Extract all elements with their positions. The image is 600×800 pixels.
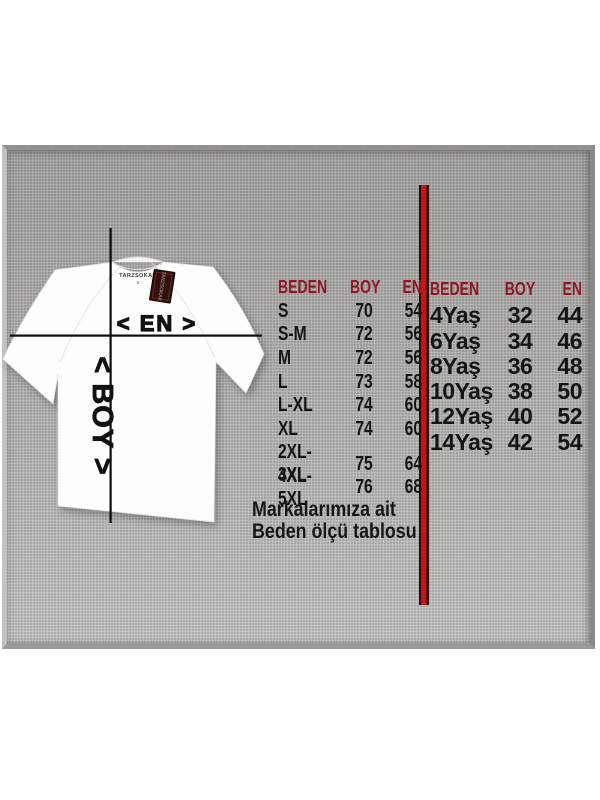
table-divider-line xyxy=(419,185,429,605)
tshirt-diagram: TARZSOKAK S TARZSOKAK < EN > < BOY > xyxy=(2,228,265,523)
table-row: L 73 58 xyxy=(278,370,422,394)
size-cell: 6Yaş xyxy=(430,327,481,354)
adult-size-table: BEDEN BOY EN S 70 54 S-M 72 56 M 72 56 L… xyxy=(278,276,422,510)
boy-cell: 72 xyxy=(355,323,373,346)
en-cell: 54 xyxy=(557,428,582,455)
hang-tag-text: TARZSOKAK xyxy=(156,271,167,302)
raglan-seam-left xyxy=(59,266,121,363)
en-cell: 56 xyxy=(404,347,422,370)
size-cell: M xyxy=(278,347,292,370)
boy-cell: 76 xyxy=(355,476,373,499)
kids-header-boy: BOY xyxy=(504,279,536,300)
table-row: S-M 72 56 xyxy=(278,323,422,347)
caption-line-2: Beden ölçü tablosu xyxy=(252,519,417,543)
size-cell: 4XL-5XL xyxy=(278,464,312,510)
en-cell: 56 xyxy=(404,323,422,346)
boy-cell: 73 xyxy=(355,370,373,393)
size-cell: 4Yaş xyxy=(430,302,481,329)
gray-board-background xyxy=(2,145,595,649)
kids-header-en: EN xyxy=(562,279,582,300)
boy-cell: 75 xyxy=(355,452,373,475)
kids-size-table: BEDEN BOY EN 4Yaş 32 44 6Yaş 34 46 8Yaş … xyxy=(430,277,583,455)
adult-header-en: EN xyxy=(402,277,422,298)
hang-tag: TARZSOKAK xyxy=(149,263,176,304)
collar-back-arc xyxy=(112,256,164,263)
en-cell: 64 xyxy=(404,452,422,475)
table-row: 4XL-5XL 76 68 xyxy=(278,465,422,510)
en-cell: 54 xyxy=(404,299,422,322)
boy-cell: 38 xyxy=(507,378,533,405)
en-cell: 48 xyxy=(557,352,582,379)
en-cell: 44 xyxy=(557,302,582,329)
table-row: S 70 54 xyxy=(278,300,422,324)
en-label: < EN > xyxy=(117,311,197,336)
size-cell: XL xyxy=(278,417,298,440)
size-cell: 2XL-3XL xyxy=(278,441,312,487)
table-row: 2XL-3XL 75 64 xyxy=(278,441,422,486)
boy-measure-line xyxy=(109,228,112,523)
en-cell: 60 xyxy=(404,394,422,417)
boy-cell: 34 xyxy=(507,327,533,354)
table-row: L-XL 74 60 xyxy=(278,394,422,418)
boy-cell: 42 xyxy=(507,428,533,455)
en-cell: 50 xyxy=(557,378,582,405)
tshirt-shape xyxy=(2,261,265,523)
table-caption: Markalarımıza ait Beden ölçü tablosu xyxy=(252,499,417,542)
boy-cell: 72 xyxy=(355,347,373,370)
table-row: 12Yaş 40 52 xyxy=(430,403,583,430)
table-row: 14Yaş 42 54 xyxy=(430,428,583,455)
table-row: 10Yaş 38 50 xyxy=(430,378,583,405)
table-row: 6Yaş 34 46 xyxy=(430,327,583,354)
en-measure-line xyxy=(10,334,262,337)
boy-cell: 70 xyxy=(355,299,373,322)
boy-label: < BOY > xyxy=(86,356,118,475)
en-cell: 58 xyxy=(404,370,422,393)
size-cell: L-XL xyxy=(278,394,313,417)
collar-band-inner xyxy=(112,262,164,270)
boy-cell: 74 xyxy=(355,394,373,417)
en-cell: 46 xyxy=(557,327,582,354)
en-cell: 52 xyxy=(557,403,582,430)
size-cell: S-M xyxy=(278,323,307,346)
boy-cell: 74 xyxy=(355,417,373,440)
boy-cell: 36 xyxy=(507,352,533,379)
table-row: 4Yaş 32 44 xyxy=(430,302,583,329)
table-row: 8Yaş 36 48 xyxy=(430,352,583,379)
en-cell: 68 xyxy=(404,476,422,499)
adult-table-header: BEDEN BOY EN xyxy=(278,276,422,300)
collar-size-label: S xyxy=(136,280,139,285)
size-cell: L xyxy=(278,370,288,393)
adult-header-beden: BEDEN xyxy=(278,277,328,298)
size-cell: 10Yaş xyxy=(430,378,493,405)
collar-brand-label: TARZSOKAK xyxy=(119,273,157,279)
table-row: M 72 56 xyxy=(278,347,422,371)
kids-table-header: BEDEN BOY EN xyxy=(430,277,582,302)
size-cell: S xyxy=(278,299,289,322)
table-row: XL 74 60 xyxy=(278,418,422,442)
size-cell: 14Yaş xyxy=(430,428,493,455)
kids-header-beden: BEDEN xyxy=(430,279,480,300)
size-cell: 8Yaş xyxy=(430,352,481,379)
boy-cell: 40 xyxy=(507,403,533,430)
en-cell: 60 xyxy=(404,417,422,440)
adult-header-boy: BOY xyxy=(349,277,381,298)
caption-line-1: Markalarımıza ait xyxy=(252,498,396,521)
size-cell: 12Yaş xyxy=(430,403,493,430)
boy-cell: 32 xyxy=(507,302,533,329)
